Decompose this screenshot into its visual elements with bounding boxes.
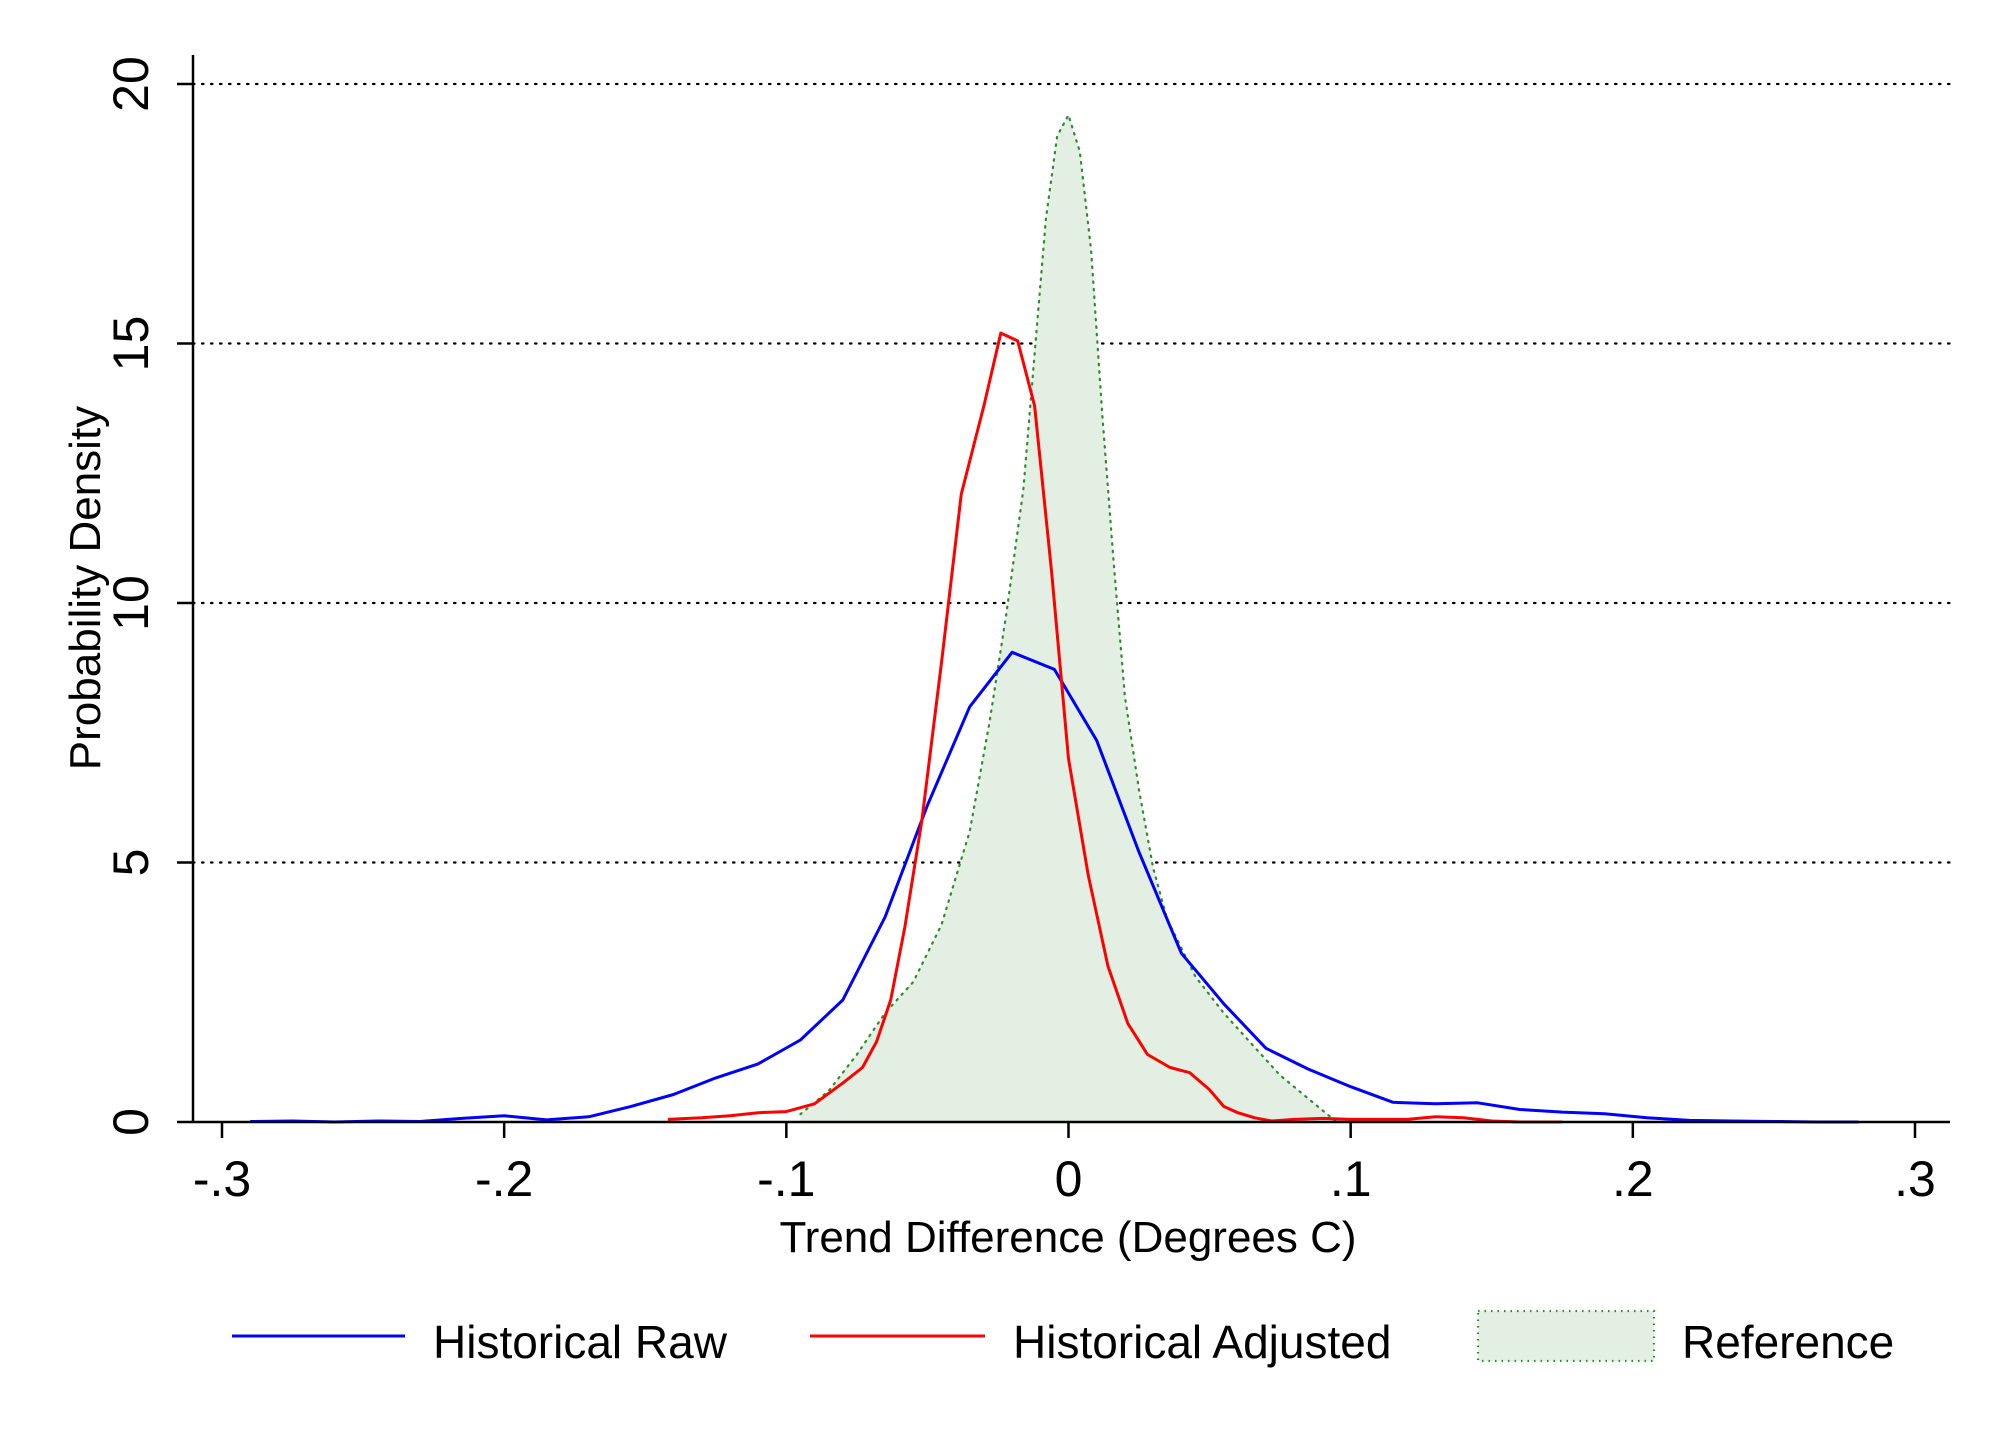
- legend: Historical Raw Historical Adjusted Referen…: [232, 1309, 1894, 1368]
- x-tick-label: .3: [1894, 1151, 1936, 1207]
- x-tick-label: -.2: [475, 1151, 533, 1207]
- series-outline-reference: [799, 112, 1338, 1124]
- y-tick-label: 10: [103, 575, 159, 631]
- y-tick-label: 20: [103, 56, 159, 112]
- x-tick-label: .2: [1612, 1151, 1654, 1207]
- y-tick-label: 5: [103, 849, 159, 877]
- axes: [191, 55, 1950, 1124]
- x-tick-label: -.3: [193, 1151, 251, 1207]
- y-tick-label: 15: [103, 316, 159, 372]
- legend-label-reference: Reference: [1682, 1316, 1894, 1368]
- x-tick-label: 0: [1055, 1151, 1083, 1207]
- y-tick-label: 0: [103, 1108, 159, 1136]
- ticks: -.3 -.2 -.1 0 .1 .2 .3 0 5 10 15 20: [103, 56, 1936, 1207]
- x-tick-label: -.1: [757, 1151, 815, 1207]
- series-area-reference: [800, 115, 1337, 1123]
- legend-label-historical-adjusted: Historical Adjusted: [1013, 1316, 1391, 1368]
- series-line-historical-raw: [250, 650, 1859, 1124]
- x-tick-label: .1: [1330, 1151, 1372, 1207]
- legend-label-historical-raw: Historical Raw: [433, 1316, 728, 1368]
- series-layer: [250, 112, 1859, 1124]
- legend-swatch-reference: [1476, 1309, 1656, 1363]
- x-axis-title: Trend Difference (Degrees C): [779, 1213, 1356, 1262]
- series-line-historical-adjusted: [667, 331, 1563, 1124]
- y-axis-title: Probability Density: [61, 406, 110, 770]
